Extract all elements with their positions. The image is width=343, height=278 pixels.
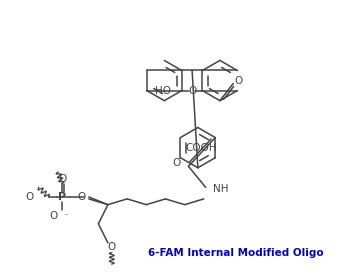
Text: O: O bbox=[77, 192, 85, 202]
Text: O: O bbox=[188, 86, 196, 96]
Text: O: O bbox=[234, 76, 242, 86]
Text: O: O bbox=[59, 174, 67, 184]
Text: O: O bbox=[173, 158, 181, 168]
Text: O: O bbox=[49, 211, 57, 221]
Text: NH: NH bbox=[213, 184, 229, 194]
Text: O: O bbox=[25, 192, 33, 202]
Text: 6-FAM Internal Modified Oligo: 6-FAM Internal Modified Oligo bbox=[149, 248, 324, 258]
Text: ⁻: ⁻ bbox=[63, 213, 68, 222]
Text: HO: HO bbox=[155, 86, 171, 96]
Text: P: P bbox=[58, 192, 66, 202]
Text: O: O bbox=[108, 242, 116, 252]
Text: COOH: COOH bbox=[186, 143, 217, 153]
